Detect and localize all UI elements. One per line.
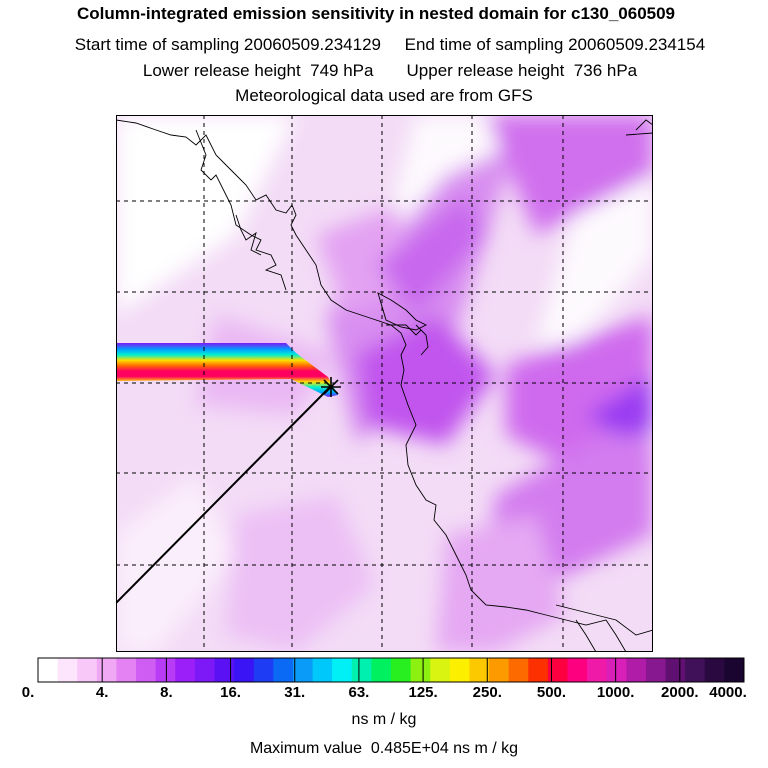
colorbar-swatch [606, 658, 627, 682]
colorbar-tick-label: 1000. [596, 684, 635, 701]
colorbar-tick-label: 4. [95, 684, 109, 701]
colorbar-swatch [38, 658, 59, 682]
coastline [116, 119, 653, 652]
colorbar-tick-label: 63. [348, 684, 370, 701]
colorbar-swatch [57, 658, 78, 682]
colorbar-swatch [547, 658, 568, 682]
colorbar-swatch [234, 658, 255, 682]
colorbar-tick-label: 250. [472, 684, 502, 701]
trajectory-plume [116, 343, 338, 397]
colorbar-swatch [430, 658, 451, 682]
colorbar-swatch [469, 658, 490, 682]
sensitivity-map [116, 115, 653, 652]
sampling-time-line: Start time of sampling 20060509.234129 E… [74, 35, 706, 54]
colorbar-swatch [567, 658, 588, 682]
colorbar-swatch [155, 658, 176, 682]
colorbar-swatch [312, 658, 333, 682]
colorbar-swatch [175, 658, 196, 682]
colorbar-units: ns m / kg [351, 711, 417, 728]
colorbar-tick-label: 31. [284, 684, 306, 701]
colorbar-swatch [214, 658, 235, 682]
colorbar-tick-label: 8. [160, 684, 173, 701]
colorbar-swatch [273, 658, 294, 682]
colorbar-swatch [253, 658, 274, 682]
colorbar-tick-label: 2000. [661, 684, 699, 701]
colorbar [37, 657, 745, 683]
colorbar-tick-label: 125. [408, 684, 438, 701]
colorbar-tick-label: 500. [536, 684, 567, 701]
colorbar-swatch [77, 658, 98, 682]
colorbar-swatch [194, 658, 215, 682]
colorbar-swatch [587, 658, 608, 682]
colorbar-swatch [685, 658, 706, 682]
colorbar-swatch [351, 658, 372, 682]
colorbar-frame [37, 657, 745, 683]
colorbar-swatch [371, 658, 392, 682]
colorbar-swatch [704, 658, 725, 682]
plot-title: Column-integrated emission sensitivity i… [76, 4, 676, 23]
colorbar-swatch [136, 658, 157, 682]
colorbar-swatch [528, 658, 549, 682]
colorbar-swatch [665, 658, 686, 682]
colorbar-tick-label: 16. [220, 684, 241, 701]
colorbar-swatch [645, 658, 667, 682]
colorbar-swatch [508, 658, 529, 682]
flight-track-line [116, 385, 332, 604]
colorbar-swatch [332, 658, 353, 682]
colorbar-swatch [449, 658, 470, 682]
colorbar-swatch [116, 658, 137, 682]
met-data-line: Meteorological data used are from GFS [235, 86, 533, 105]
colorbar-tick-label: 4000. [709, 684, 747, 701]
release-point-star-icon [321, 377, 341, 397]
colorbar-swatch [391, 658, 412, 682]
map-frame [116, 115, 653, 652]
colorbar-swatch [626, 658, 647, 682]
colorbar-swatch [489, 658, 510, 682]
colorbar-swatch [724, 658, 745, 682]
colorbar-swatch [292, 658, 314, 682]
colorbar-swatch [96, 658, 117, 682]
maximum-value-label: Maximum value 0.485E+04 ns m / kg [249, 740, 519, 757]
colorbar-swatch [410, 658, 431, 682]
release-height-line: Lower release height 749 hPa Upper relea… [142, 61, 638, 80]
colorbar-tick-label: 0. [21, 684, 35, 701]
sensitivity-field [116, 115, 653, 652]
